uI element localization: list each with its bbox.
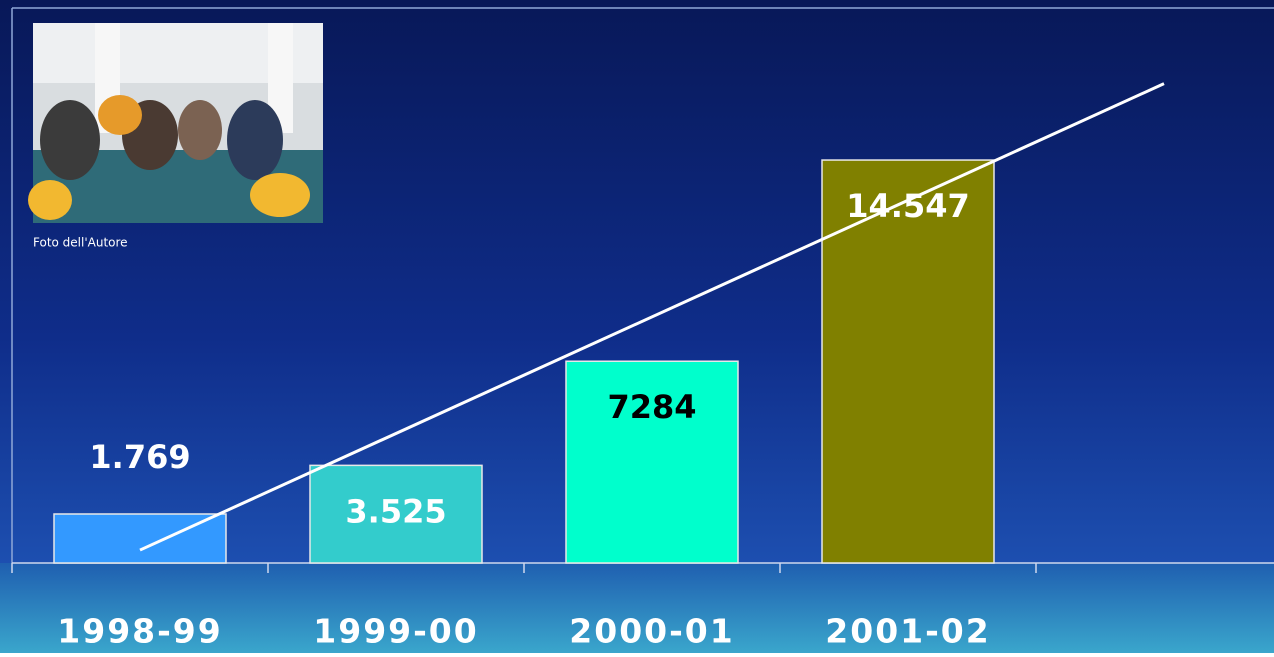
value-label: 1.769 (89, 438, 190, 476)
bar (565, 360, 739, 564)
x-tick-label: 1998-99 (57, 612, 222, 651)
photo (28, 23, 323, 223)
x-tick-label: 2001-02 (825, 612, 990, 651)
bar (53, 513, 227, 564)
trend-line (139, 82, 1165, 552)
x-tick-label: 2000-01 (569, 612, 734, 651)
value-label: 3.525 (345, 492, 446, 530)
footer-band (0, 563, 1274, 653)
x-tick-label: 1999-00 (313, 612, 478, 651)
bar (309, 464, 483, 564)
photo-caption: Foto dell'Autore (33, 236, 128, 250)
value-label: 7284 (607, 388, 696, 426)
